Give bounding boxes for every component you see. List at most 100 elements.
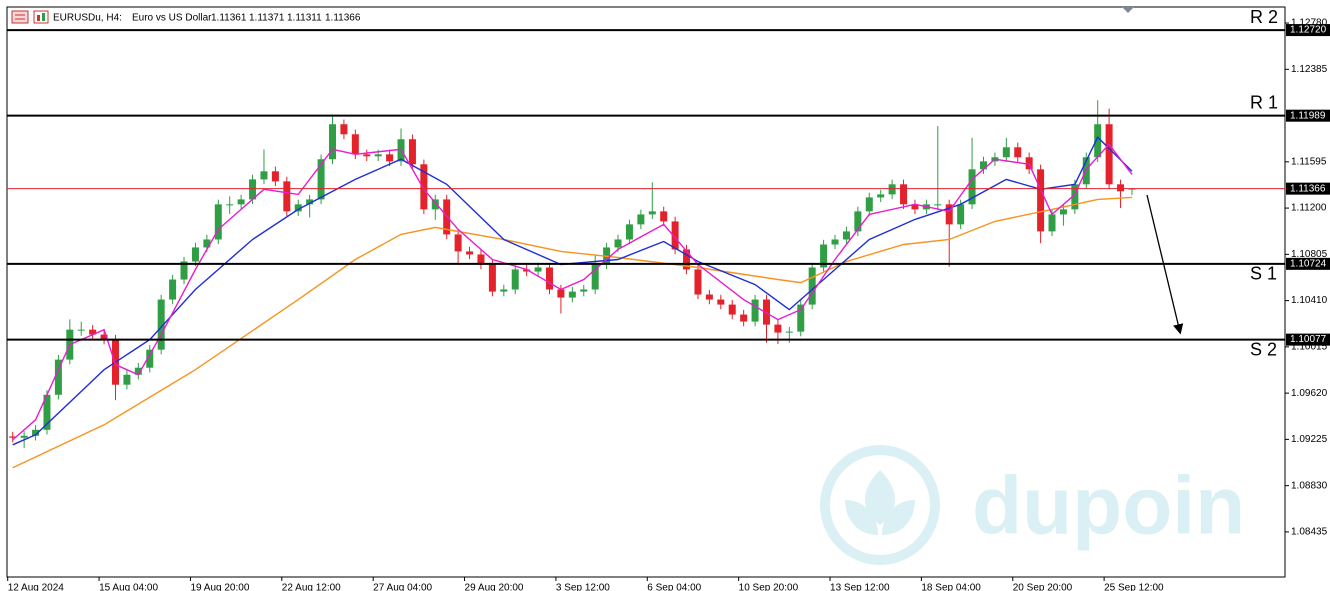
candle-body bbox=[511, 269, 519, 290]
watermark-text: dupoin bbox=[972, 461, 1245, 552]
level-price-box bbox=[1286, 109, 1330, 122]
x-tick-label: 3 Sep 12:00 bbox=[556, 583, 610, 591]
candle-body bbox=[808, 267, 816, 305]
header: EURUSDu, H4: Euro vs US Dollar 1.11361 1… bbox=[11, 10, 361, 24]
candle-body bbox=[328, 124, 336, 160]
candle-body bbox=[614, 239, 622, 248]
candle-body bbox=[89, 329, 97, 335]
candle-body bbox=[785, 331, 793, 333]
candle-body bbox=[888, 184, 896, 195]
candle-body bbox=[1002, 147, 1010, 158]
x-tick-label: 20 Sep 20:00 bbox=[1013, 583, 1073, 591]
candle-body bbox=[1059, 209, 1067, 215]
candle-body bbox=[77, 329, 85, 331]
candle-body bbox=[54, 359, 62, 395]
level-name: S 2 bbox=[1250, 339, 1277, 359]
candle-body bbox=[363, 154, 371, 157]
candle-body bbox=[43, 394, 51, 430]
level-price-label: 1.10724 bbox=[1290, 258, 1327, 269]
candle-body bbox=[408, 139, 416, 165]
moving-average-line bbox=[12, 143, 1133, 441]
plot-frame bbox=[6, 6, 1286, 578]
candle-body bbox=[283, 181, 291, 212]
symbol: EURUSDu, H4: bbox=[53, 13, 122, 24]
chart-icon bbox=[33, 10, 49, 24]
candle-body bbox=[123, 374, 131, 385]
candle-body bbox=[705, 294, 713, 300]
candle-body bbox=[979, 161, 987, 170]
candle-body bbox=[945, 204, 953, 225]
level-price-box bbox=[1286, 257, 1330, 270]
candle-body bbox=[32, 429, 40, 436]
candle-body bbox=[762, 299, 770, 325]
candle-body bbox=[431, 199, 439, 210]
candle-body bbox=[191, 247, 199, 262]
candle-body bbox=[203, 239, 211, 248]
candle-body bbox=[169, 279, 177, 300]
moving-average-line bbox=[12, 196, 1133, 469]
x-tick-label: 15 Aug 04:00 bbox=[99, 583, 158, 591]
candle-body bbox=[226, 204, 234, 206]
candle-body bbox=[637, 214, 645, 225]
candle-body bbox=[728, 304, 736, 315]
level-price-box bbox=[1286, 24, 1330, 37]
candle-body bbox=[146, 349, 154, 368]
watermark-ring bbox=[820, 445, 940, 565]
candle-body bbox=[237, 199, 245, 205]
candle-body bbox=[180, 261, 188, 280]
candle-body bbox=[877, 194, 885, 198]
quote-low: 1.11311 bbox=[287, 13, 322, 24]
candle-body bbox=[934, 204, 942, 206]
candle-body bbox=[20, 435, 28, 438]
level-name: R 1 bbox=[1250, 92, 1278, 112]
candle-body bbox=[9, 436, 17, 438]
candle-body bbox=[386, 154, 394, 162]
candle-body bbox=[260, 171, 268, 180]
candle-body bbox=[523, 269, 531, 272]
plot-layer: 1.12780 1.12385 1.11595 1.11200 1.10805 1.104… bbox=[7, 7, 1330, 591]
current-price-box bbox=[1286, 182, 1330, 195]
candle-body bbox=[580, 289, 588, 292]
candle-body bbox=[694, 269, 702, 295]
candle-body bbox=[134, 367, 142, 375]
candle-body bbox=[831, 239, 839, 245]
candle-body bbox=[1014, 147, 1022, 158]
current-price-label: 1.11366 bbox=[1290, 183, 1326, 194]
candle-body bbox=[454, 234, 462, 252]
menu-icon bbox=[11, 10, 29, 24]
candle-body bbox=[1048, 214, 1056, 232]
watermark-leaf bbox=[882, 500, 915, 535]
x-tick-label: 29 Aug 20:00 bbox=[465, 583, 524, 591]
candle-body bbox=[968, 169, 976, 205]
quote-close: 1.11366 bbox=[325, 13, 361, 24]
level-name: R 2 bbox=[1250, 7, 1278, 27]
candle-body bbox=[1105, 124, 1113, 185]
candle-body bbox=[648, 211, 656, 215]
watermark-leaf bbox=[845, 500, 878, 535]
forecast-arrow bbox=[1146, 194, 1184, 335]
candle-body bbox=[591, 264, 599, 290]
moving-average-line bbox=[12, 136, 1133, 446]
candle-body bbox=[854, 211, 862, 232]
x-tick-label: 10 Sep 20:00 bbox=[739, 583, 799, 591]
candle-body bbox=[683, 249, 691, 270]
candle-body bbox=[545, 267, 553, 290]
chart-icon-bar bbox=[37, 15, 40, 21]
candle-body bbox=[249, 179, 257, 200]
candle-body bbox=[740, 314, 748, 322]
candle-body bbox=[374, 154, 382, 157]
candle-body bbox=[557, 289, 565, 298]
candle-body bbox=[271, 171, 279, 182]
y-tick-label: 1.08435 bbox=[1291, 527, 1328, 538]
x-tick-label: 19 Aug 20:00 bbox=[190, 583, 249, 591]
quote-open: 1.11361 bbox=[211, 13, 247, 24]
y-tick-label: 1.09620 bbox=[1291, 388, 1328, 399]
candle-body bbox=[340, 124, 348, 135]
candle-body bbox=[100, 334, 108, 340]
candle-body bbox=[842, 231, 850, 240]
candle-body bbox=[660, 211, 668, 222]
quote-high: 1.11371 bbox=[249, 13, 285, 24]
candle-body bbox=[717, 299, 725, 305]
y-tick-label: 1.11200 bbox=[1291, 203, 1327, 214]
